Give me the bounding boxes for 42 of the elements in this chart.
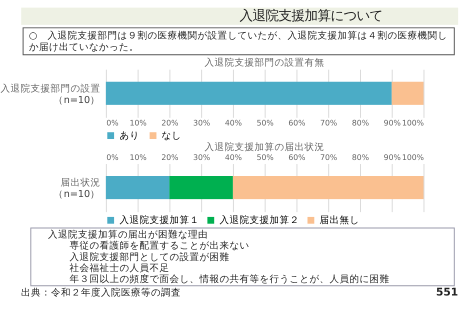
y-tick-label: 届出状況 [60,176,101,189]
series-label: 入退院支援加算１ [119,214,200,226]
text: （n=10） [54,94,100,106]
x2-tick-label: 50% [256,153,274,162]
x-tick-label: 90% [384,118,401,128]
text: ○ 入退院支援部門は９割の医療機関が設置していたが、入退院支援加算は４割の医療機関しか届け出ていなかった。 [28,29,448,53]
x-tick-label: 60% [288,118,306,128]
text: 551 [436,286,458,298]
legend-label: 入退院支援加算２ [219,214,300,226]
x-tick-label: 30% [193,118,210,128]
legend-label: なし [162,130,182,142]
text: 社会福祉士の人員不足 [69,262,170,274]
legend-label: 届出無し [320,214,360,226]
x-tick-label: 0% [106,118,119,128]
text: 入退院支援加算について [240,8,383,24]
x2-tick-label: 20% [161,153,178,162]
chart-title: 入退院支援加算の届出状況 [204,141,325,154]
x-tick-label: 20% [161,118,178,128]
x-tick-label: 100% [402,118,424,128]
x-tick-label: 40% [224,118,242,128]
chart-title: 入退院支援部門の設置有無 [204,56,325,68]
x-tick-label: 50% [256,118,274,128]
x-tick-label: 70% [320,118,338,128]
text: （n=10） [54,189,100,200]
text: 入退院支援部門としての設置が困難 [69,250,230,263]
text: 年３回以上の頻度で面会し、情報の共有等を行うことが、人員的に困難 [69,272,390,285]
x2-tick-label: 40% [224,153,242,162]
x2-tick-label: 80% [352,153,370,162]
x2-tick-label: 10% [130,153,147,162]
x2-tick-label: 0% [106,153,119,162]
x2-tick-label: 70% [320,153,338,162]
text: 専従の看護師を配置することが出来ない [69,240,250,252]
x-tick-label: 80% [352,118,370,128]
x2-tick-label: 90% [384,153,401,162]
x2-tick-label: 60% [288,153,306,162]
x2-tick-label: 100% [402,153,424,162]
source-note: 出典：令和２年度入院医療等の調査 [21,286,182,298]
x2-tick-label: 30% [193,153,210,162]
x-tick-label: 10% [130,118,147,128]
text: 入退院支援加算の届出が困難な理由 [48,228,208,241]
legend-label: あり [119,130,140,142]
y-tick-label: 入退院支援部門の設置 [0,82,101,94]
